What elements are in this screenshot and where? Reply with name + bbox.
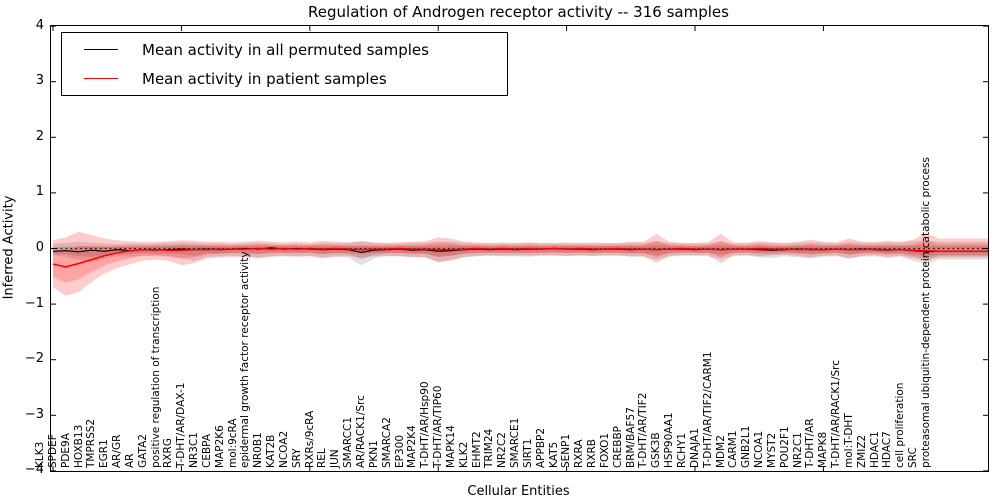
x-tick-label: NR0B1 [252,432,265,468]
y-tick-label: −1 [24,295,44,311]
x-tick-label: AR/GR [111,434,124,468]
x-tick-label: SENP1 [560,433,573,468]
x-tick-label: KLK3 [34,441,46,468]
x-tick-label: PKN1 [367,440,380,468]
legend-item-patient: Mean activity in patient samples [62,66,507,92]
permuted-samples-range-outer-band [53,240,988,266]
x-tick-label: MDM2 [714,435,727,468]
x-axis-title: Cellular Entities [467,484,570,499]
patient-line-sample [84,78,118,79]
patient-mean-line [52,247,988,268]
x-tick-label: HSP90AA1 [663,412,676,468]
x-tick-label: T-DHT/AR/TIF2/CARM1 [701,351,714,468]
x-tick-label: MYST2 [765,432,778,468]
x-tick-label: SPDEF [46,434,59,468]
x-tick-label: HDAC7 [881,431,894,468]
x-tick-label: NCOA2 [277,430,290,468]
legend-label: Mean activity in all permuted samples [142,40,429,59]
x-tick-label: TMPRSS2 [85,418,98,468]
x-tick-label: EHMT2 [470,431,483,468]
y-tick-label: 4 [35,17,44,33]
x-tick-label: POU2F1 [778,426,791,468]
x-tick-label: CARM1 [727,430,740,468]
x-tick-label: PDE9A [59,433,72,468]
x-tick-label: GSK3B [650,432,663,468]
chart-title: Regulation of Androgen receptor activity… [308,3,729,21]
x-tick-label: NCOA1 [753,430,766,468]
x-tick-label: AR [123,453,136,468]
x-tick-label: EP300 [393,434,406,468]
x-tick-label: AR/RACK1/Src [355,395,367,468]
x-tick-label: KLK2 [457,441,470,468]
x-tick-label: RXRA [573,439,586,468]
x-tick-label: HOXB13 [72,424,85,468]
x-tick-label: DNAJA1 [688,428,701,468]
x-tick-label: mol:T-DHT [842,413,855,468]
chart-canvas [51,26,988,471]
x-tick-label: NR2C2 [496,432,509,468]
x-tick-label: FOXO1 [598,432,611,468]
x-tick-label: epidermal growth factor receptor activit… [239,251,252,468]
y-tick-label: 1 [35,184,44,200]
x-tick-label: mol:9cRA [226,418,239,468]
patient-samples-range-inner-band [53,240,988,283]
x-tick-label: T-DHT/AR/DAX-1 [175,382,188,468]
x-tick-label: SMARCA2 [380,417,393,468]
x-tick-label: RXRB [586,439,599,468]
x-tick-label: SMARCE1 [509,417,522,468]
legend-item-permuted: Mean activity in all permuted samples [62,37,507,63]
legend-label: Mean activity in patient samples [142,69,387,88]
x-tick-label: SRY [290,448,303,468]
y-tick-label: 0 [35,240,44,255]
y-tick-label: −3 [24,406,44,422]
x-tick-label: T-DHT/AR/Hsp90 [419,381,432,468]
x-tick-label: MAPK8 [817,431,830,468]
x-tick-label: T-DHT/AR/TIF2 [637,392,650,468]
x-tick-label: APPBP2 [534,427,547,468]
x-tick-label: RCHY1 [676,432,688,468]
x-tick-label: SIRT1 [521,438,534,468]
x-tick-label: SRC [907,447,920,468]
x-tick-label: BRM/BAF57 [624,407,637,468]
x-tick-label: RXRs/9cRA [303,410,316,468]
x-tick-label: HDAC1 [868,431,881,468]
x-tick-label: EGR1 [98,439,111,468]
x-tick-label: ZMIZ2 [855,434,868,468]
x-tick-label: TRIM24 [483,428,496,468]
y-tick-label: −4 [24,462,44,478]
x-tick-label: RXRG [162,438,175,468]
x-tick-label: MAPK14 [444,425,457,468]
permuted-line-sample [84,49,118,50]
patient-samples-range-outer-band [53,231,988,296]
x-tick-label: REL [316,448,329,468]
x-tick-label: T-DHT/AR/RACK1/Src [830,359,843,468]
x-tick-label: SMARCC1 [342,416,355,468]
y-tick-label: 2 [35,128,44,144]
x-tick-label: cell proliferation [894,382,907,468]
x-tick-label: GNB2L1 [740,425,753,468]
x-tick-label: KAT2B [265,434,278,468]
x-tick-label: T-DHT/AR/TIP60 [432,385,445,468]
x-tick-label: MAP2K6 [213,425,226,468]
x-tick-label: NR2C1 [791,432,804,468]
x-tick-label: MAP2K4 [406,425,419,468]
x-tick-label: T-DHT/AR [804,418,817,468]
x-tick-label: GATA2 [136,434,149,468]
x-tick-label: proteasomal ubiquitin-dependent protein … [919,157,932,468]
x-tick-label: KAT5 [547,441,560,468]
plot-area [50,25,989,472]
x-tick-label: JUN [329,449,342,468]
x-tick-label: NR3C1 [188,432,201,468]
y-tick-label: −2 [24,351,44,367]
x-tick-label: CREBBP [611,426,624,468]
y-tick-label: 3 [35,73,44,89]
x-tick-label: CEBPA [200,433,213,468]
x-tick-label: positive regulation of transcription [149,286,162,468]
legend: Mean activity in all permuted samples Me… [61,32,508,96]
